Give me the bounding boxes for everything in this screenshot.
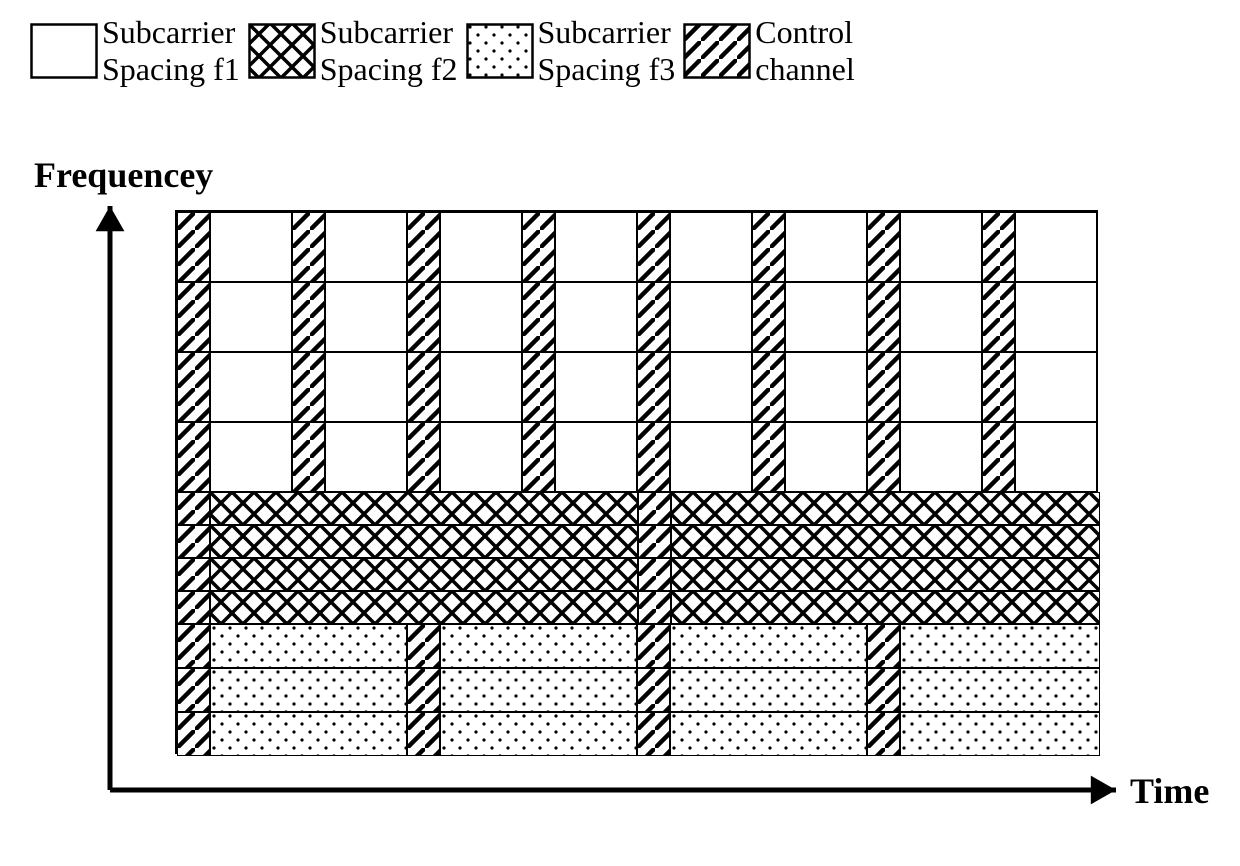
x-axis-label: Time <box>1130 770 1209 812</box>
chart-area <box>10 10 1240 856</box>
figure-container: { "legend": { "items": [ { "label_line1"… <box>10 10 1240 856</box>
axes <box>10 10 1240 856</box>
